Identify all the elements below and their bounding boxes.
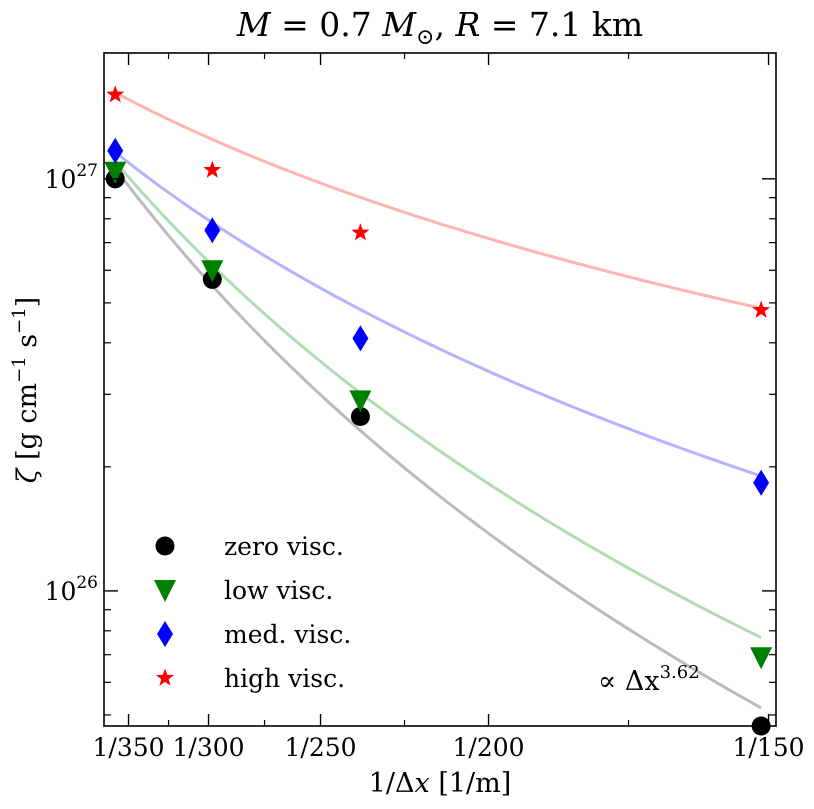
legend: zero visc. low visc. med. visc. high visc.: [154, 532, 351, 693]
point-high-visc-2: [351, 223, 370, 241]
y-axis-label: ζ [g cm−1 s−1]: [9, 297, 43, 483]
legend-marker-low-visc: [154, 580, 176, 602]
x-tick-label-3: 1/200: [453, 733, 525, 762]
point-high-visc-3: [752, 300, 771, 318]
x-tick-label-0: 1/350: [93, 733, 165, 762]
fit-line-high-visc-: [114, 91, 762, 310]
point-med-visc-1: [204, 217, 221, 244]
data-points: [104, 85, 773, 736]
fit-line-med-visc-: [114, 151, 762, 478]
legend-label-med-visc: med. visc.: [224, 620, 351, 649]
fit-lines: [114, 91, 762, 710]
y-tick-label-0: 1026: [45, 573, 98, 606]
point-high-visc-0: [106, 85, 125, 103]
scaling-annotation: ∝ Δx3.62: [598, 662, 700, 697]
svg-text:M = 0.7 M⊙, R = 7.1 km: M = 0.7 M⊙, R = 7.1 km: [236, 5, 643, 50]
x-axis-label: 1/Δx [1/m]: [369, 768, 512, 799]
x-tick-label-2: 1/250: [285, 733, 357, 762]
svg-text:ζ [g cm−1 s−1]: ζ [g cm−1 s−1]: [9, 297, 43, 483]
x-axis-ticks: 1/350 1/300 1/250 1/200 1/150: [93, 53, 805, 762]
x-tick-label-4: 1/150: [733, 733, 805, 762]
point-med-visc-2: [352, 325, 369, 352]
legend-marker-zero-visc: [155, 536, 175, 556]
legend-marker-high-visc: [155, 668, 175, 686]
point-med-visc-0: [107, 137, 124, 164]
legend-marker-med-visc: [157, 621, 173, 647]
plot-frame: [103, 52, 777, 727]
x-tick-label-1: 1/300: [173, 733, 245, 762]
svg-text:∝ Δx3.62: ∝ Δx3.62: [598, 662, 700, 697]
y-axis-ticks: 1026 1027: [45, 161, 776, 716]
point-high-visc-1: [203, 160, 222, 178]
fit-line-low-visc-: [114, 160, 762, 640]
point-med-visc-3: [753, 469, 770, 496]
chart-title: M = 0.7 M⊙, R = 7.1 km: [236, 5, 643, 50]
svg-text:1/Δx [1/m]: 1/Δx [1/m]: [369, 768, 512, 799]
point-low-visc-2: [349, 390, 372, 413]
legend-label-low-visc: low visc.: [224, 576, 333, 605]
point-low-visc-0: [104, 161, 127, 184]
point-low-visc-3: [750, 647, 773, 670]
legend-label-zero-visc: zero visc.: [224, 532, 344, 561]
point-low-visc-1: [201, 260, 224, 283]
point-zero-visc-2: [350, 406, 370, 426]
fit-line-zero-visc-: [114, 167, 762, 710]
y-tick-label-1: 1027: [45, 161, 98, 194]
legend-label-high-visc: high visc.: [224, 664, 345, 693]
